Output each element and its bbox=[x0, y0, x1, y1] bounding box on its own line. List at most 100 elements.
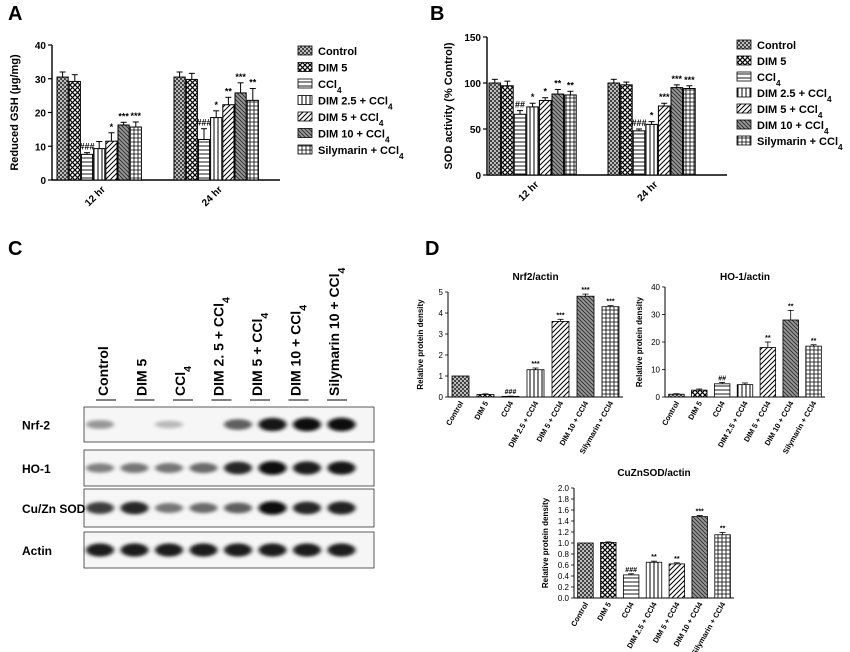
category-label: Control bbox=[569, 601, 590, 629]
chart-d-nrf2: Nrf2/actin 0 1 2 3 4 5 Relative protein density… bbox=[416, 272, 623, 455]
lane-label: Control bbox=[95, 346, 111, 396]
y-tick-label: 0 bbox=[656, 393, 661, 402]
blot-band bbox=[327, 543, 356, 557]
bar bbox=[670, 87, 684, 176]
significance-label: *** bbox=[684, 75, 695, 85]
legend-label: DIM 5 + CCl4 bbox=[757, 104, 823, 120]
significance-label: *** bbox=[131, 111, 142, 121]
legend-swatch bbox=[297, 95, 313, 105]
legend-swatch bbox=[736, 135, 752, 146]
y-tick-label: 10 bbox=[651, 366, 660, 375]
significance-label: * bbox=[110, 122, 114, 132]
y-tick-label: 30 bbox=[35, 75, 47, 86]
significance-label: ### bbox=[625, 567, 637, 574]
bar bbox=[645, 123, 658, 176]
y-axis-label: Relative protein density bbox=[635, 296, 644, 387]
bar bbox=[129, 126, 142, 181]
chart-title: Nrf2/actin bbox=[512, 272, 558, 283]
legend-swatch bbox=[736, 71, 752, 82]
bar bbox=[551, 93, 565, 176]
blot-band bbox=[224, 502, 252, 514]
y-tick-label: 2 bbox=[439, 351, 444, 360]
y-tick-label: 20 bbox=[35, 109, 47, 120]
chart-title: CuZnSOD/actin bbox=[617, 468, 690, 479]
bar bbox=[607, 82, 621, 176]
significance-label: *** bbox=[118, 111, 129, 121]
bar bbox=[197, 139, 211, 181]
category-label: Control bbox=[444, 400, 465, 428]
significance-label: * bbox=[650, 111, 654, 121]
y-tick-label: 0 bbox=[40, 176, 46, 187]
y-tick-label: 0.8 bbox=[558, 550, 570, 559]
y-tick-label: 1.4 bbox=[558, 517, 570, 526]
legend-label: Control bbox=[318, 46, 357, 58]
significance-label: *** bbox=[556, 312, 564, 319]
lane-label: DIM 2. 5 + CCl4 bbox=[211, 297, 233, 396]
bar bbox=[80, 153, 94, 181]
category-label: 24 hr bbox=[200, 184, 225, 209]
significance-label: ** bbox=[554, 78, 562, 88]
blot-band bbox=[86, 420, 114, 429]
significance-label: *** bbox=[235, 72, 246, 82]
blot-band bbox=[293, 543, 321, 557]
bar bbox=[713, 383, 731, 398]
significance-label: ** bbox=[811, 338, 817, 345]
blot-band bbox=[293, 501, 321, 515]
y-tick-label: 0 bbox=[475, 171, 481, 182]
bar bbox=[501, 85, 514, 176]
bar bbox=[577, 542, 594, 599]
y-tick-label: 2.0 bbox=[558, 484, 570, 493]
panel-letter-a: A bbox=[8, 3, 22, 25]
bar bbox=[600, 542, 617, 599]
legend-label: DIM 10 + CCl4 bbox=[757, 120, 829, 136]
blot-row-label: Nrf-2 bbox=[22, 419, 50, 433]
significance-label: ### bbox=[196, 118, 211, 128]
bar bbox=[185, 78, 198, 181]
legend-swatch bbox=[736, 87, 752, 98]
blot-band bbox=[293, 461, 321, 475]
blot-band bbox=[224, 419, 252, 430]
legend-swatch bbox=[297, 111, 313, 122]
blot-band bbox=[293, 417, 321, 432]
legend-label: CCl4 bbox=[318, 79, 342, 95]
blot-band bbox=[155, 463, 183, 473]
bar bbox=[451, 375, 470, 398]
blot-band bbox=[189, 462, 218, 474]
legend-label: CCl4 bbox=[757, 72, 781, 88]
legend-swatch bbox=[297, 45, 313, 56]
blot-band bbox=[155, 503, 183, 513]
bar bbox=[714, 534, 731, 599]
blot-band bbox=[189, 502, 218, 514]
significance-label: *** bbox=[581, 287, 589, 294]
significance-label: *** bbox=[606, 299, 614, 306]
blot-row-label: Cu/Zn SOD bbox=[22, 502, 86, 516]
y-axis-label: Reduced GSH (µg/mg) bbox=[9, 54, 21, 171]
blot-band bbox=[189, 543, 218, 557]
category-label: CCl4 bbox=[620, 600, 637, 620]
y-tick-label: 40 bbox=[35, 41, 47, 52]
significance-label: *** bbox=[696, 509, 704, 516]
legend-label: DIM 2.5 + CCl4 bbox=[757, 88, 832, 104]
bar bbox=[105, 140, 118, 181]
legend-swatch bbox=[736, 55, 752, 66]
y-tick-label: 50 bbox=[470, 125, 482, 136]
category-label: Control bbox=[660, 400, 681, 428]
blot-band bbox=[120, 543, 149, 557]
panel-letter-b: B bbox=[430, 3, 444, 25]
y-tick-label: 0.2 bbox=[558, 583, 570, 592]
significance-label: * bbox=[214, 100, 218, 110]
significance-label: ** bbox=[674, 556, 680, 563]
bar bbox=[526, 106, 539, 176]
significance-label: ### bbox=[79, 142, 94, 152]
blot-band bbox=[258, 461, 287, 475]
bar bbox=[736, 384, 754, 398]
bar bbox=[622, 574, 640, 599]
bar bbox=[620, 84, 633, 176]
category-label: 12 hr bbox=[517, 179, 542, 204]
legend-label: DIM 10 + CCl4 bbox=[318, 129, 390, 145]
chart-title: HO-1/actin bbox=[720, 272, 770, 283]
y-tick-label: 100 bbox=[464, 79, 481, 90]
bar bbox=[222, 104, 235, 181]
legend-label: DIM 5 + CCl4 bbox=[318, 112, 384, 128]
